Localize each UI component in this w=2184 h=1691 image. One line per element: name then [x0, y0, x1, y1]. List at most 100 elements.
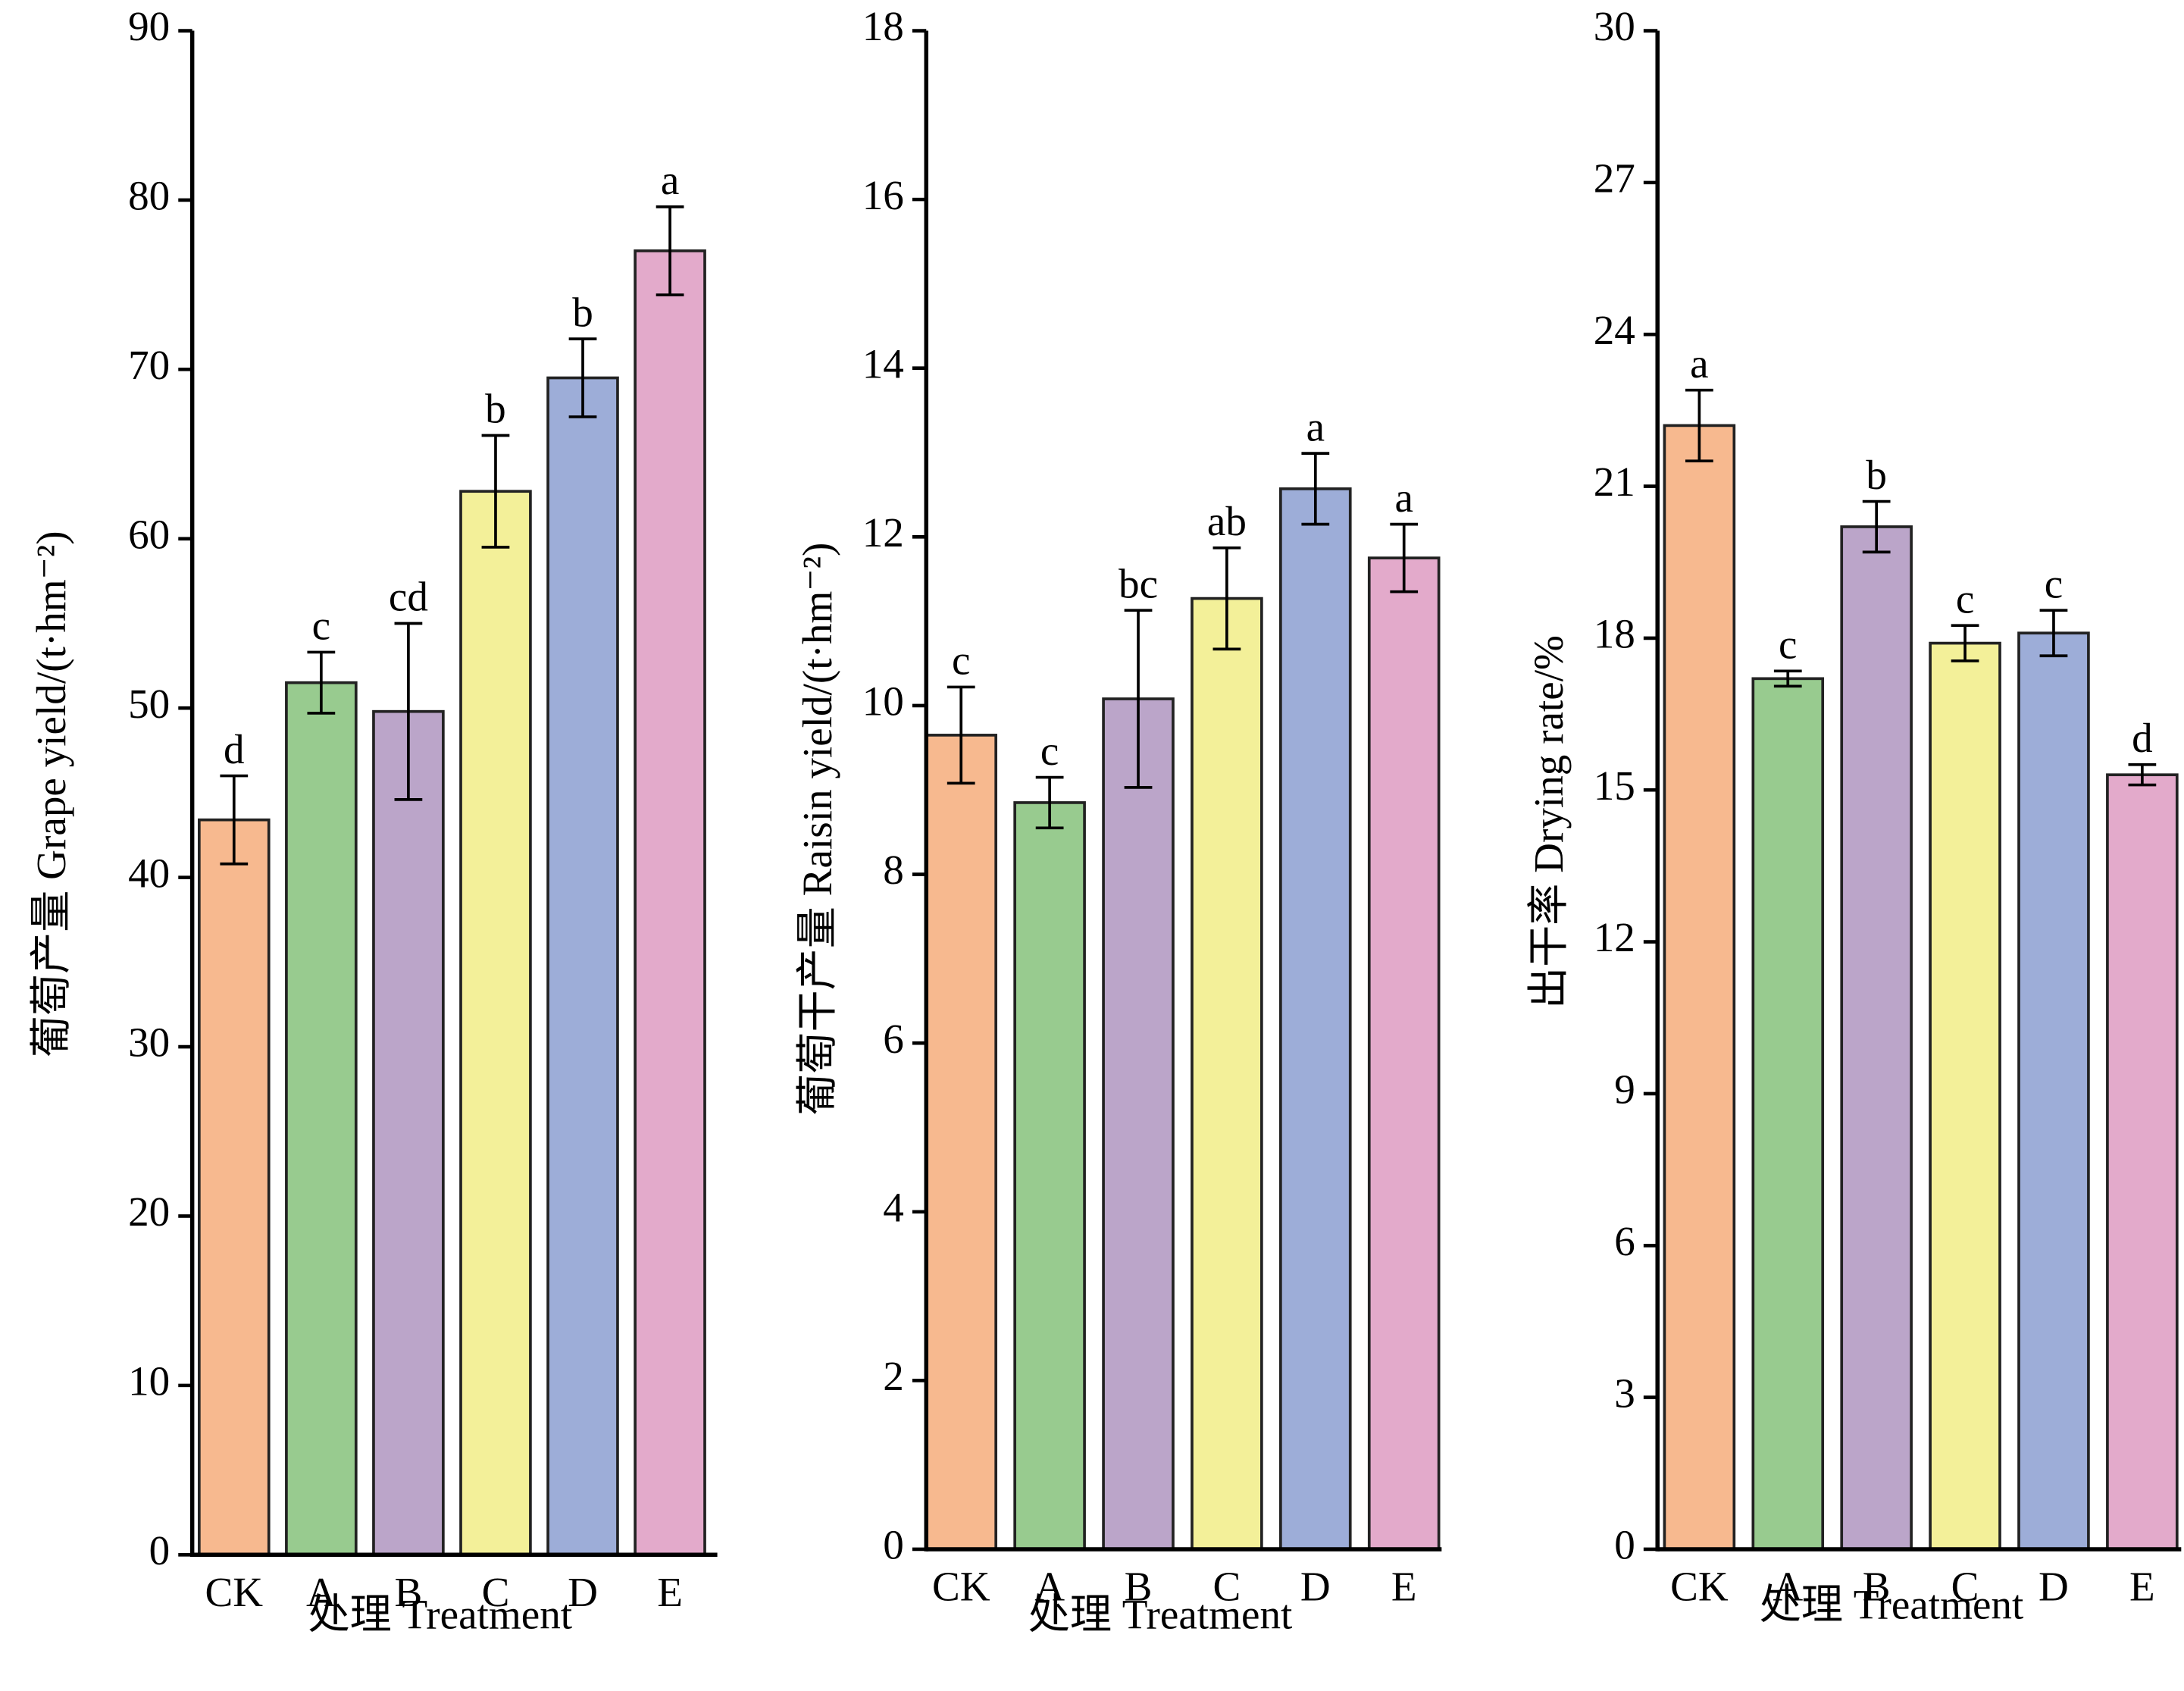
- y-tick-label: 60: [128, 511, 170, 557]
- y-tick-label: 40: [128, 850, 170, 896]
- error-bar: [1773, 669, 1802, 688]
- y-tick-label: 80: [128, 173, 170, 219]
- bar: [546, 376, 619, 1557]
- x-tick-label: B: [1125, 1564, 1153, 1610]
- x-axis-label: 处理 Treatment: [1760, 1582, 2024, 1628]
- y-tick-label: 8: [883, 847, 904, 893]
- y-tick-label: 14: [862, 340, 904, 387]
- bar: [1191, 597, 1263, 1551]
- y-tick-label: 4: [883, 1184, 904, 1230]
- y-tick-label: 12: [862, 509, 904, 556]
- y-axis-label: 葡萄干产量 Raisin yield/(t·hm⁻²): [794, 543, 840, 1116]
- error-bar: [2128, 763, 2157, 787]
- y-tick-label: 70: [128, 342, 170, 388]
- bar: [1013, 801, 1086, 1551]
- x-tick-label: D: [568, 1569, 598, 1615]
- y-tick-label: 10: [862, 678, 904, 725]
- significance-label: b: [572, 289, 593, 335]
- significance-label: b: [1866, 452, 1887, 498]
- significance-label: c: [312, 603, 330, 649]
- bar: [634, 249, 706, 1557]
- y-tick-label: 6: [1614, 1218, 1635, 1264]
- bar: [459, 490, 532, 1557]
- y-tick-label: 10: [128, 1358, 170, 1404]
- y-tick-label: 30: [128, 1019, 170, 1066]
- significance-label: c: [952, 637, 970, 684]
- significance-label: a: [1306, 403, 1325, 449]
- x-tick-label: B: [1863, 1564, 1891, 1610]
- significance-label: c: [1956, 575, 1974, 622]
- error-bar: [1951, 624, 1979, 662]
- error-bar: [394, 622, 423, 801]
- x-tick-label: A: [1034, 1564, 1065, 1610]
- significance-label: ab: [1207, 498, 1247, 544]
- y-tick-label: 2: [883, 1353, 904, 1399]
- error-bar: [1390, 522, 1419, 593]
- x-tick-label: D: [2039, 1564, 2069, 1610]
- y-axis-label: 葡萄产量 Grape yield/(t·hm⁻²): [28, 531, 74, 1057]
- error-bar: [1685, 388, 1713, 462]
- error-bar: [2039, 609, 2068, 658]
- y-tick-label: 21: [1594, 459, 1635, 505]
- x-tick-label: B: [395, 1569, 423, 1615]
- y-tick-label: 3: [1614, 1370, 1635, 1416]
- y-tick-label: 20: [128, 1188, 170, 1235]
- x-axis-label: 处理 Treatment: [1028, 1592, 1293, 1638]
- significance-label: cd: [389, 574, 428, 620]
- y-tick-label: 18: [862, 3, 904, 49]
- significance-label: c: [1040, 728, 1059, 774]
- significance-label: a: [1394, 474, 1413, 521]
- x-tick-label: CK: [932, 1564, 990, 1610]
- x-axis-label: 处理 Treatment: [308, 1592, 573, 1638]
- y-tick-label: 50: [128, 681, 170, 727]
- x-tick-label: C: [1213, 1564, 1241, 1610]
- bar: [197, 818, 271, 1557]
- x-tick-label: D: [1300, 1564, 1331, 1610]
- significance-label: a: [1690, 340, 1708, 387]
- y-tick-label: 6: [883, 1016, 904, 1062]
- error-bar: [1301, 452, 1330, 526]
- bar: [1929, 641, 2001, 1551]
- significance-label: c: [1779, 622, 1797, 668]
- y-tick-label: 12: [1594, 914, 1635, 960]
- bar: [285, 681, 358, 1557]
- error-bar: [1124, 609, 1153, 789]
- y-tick-label: 24: [1594, 307, 1635, 353]
- significance-label: d: [2132, 715, 2153, 761]
- x-tick-label: E: [2129, 1564, 2155, 1610]
- bar: [1840, 525, 1913, 1551]
- error-bar: [568, 337, 597, 418]
- x-tick-label: E: [657, 1569, 683, 1615]
- error-bar: [1862, 499, 1891, 554]
- y-tick-label: 18: [1594, 611, 1635, 657]
- error-bar: [1035, 775, 1064, 830]
- bar: [925, 734, 998, 1551]
- y-tick-label: 0: [1614, 1522, 1635, 1568]
- significance-label: bc: [1119, 560, 1158, 606]
- y-tick-label: 9: [1614, 1066, 1635, 1113]
- x-tick-label: C: [1951, 1564, 1979, 1610]
- significance-label: d: [224, 726, 245, 772]
- x-tick-label: E: [1391, 1564, 1417, 1610]
- y-tick-label: 16: [862, 172, 904, 218]
- bar: [1102, 697, 1175, 1551]
- x-tick-label: CK: [1670, 1564, 1729, 1610]
- error-bar: [947, 685, 975, 785]
- y-tick-label: 0: [149, 1527, 171, 1574]
- significance-label: b: [485, 386, 506, 432]
- y-tick-label: 15: [1594, 763, 1635, 809]
- error-bar: [1212, 546, 1241, 651]
- bar: [2106, 773, 2179, 1551]
- x-tick-label: A: [1773, 1564, 1803, 1610]
- x-tick-label: CK: [205, 1569, 263, 1615]
- bar: [1279, 487, 1352, 1551]
- error-bar: [481, 434, 510, 549]
- y-tick-label: 30: [1594, 3, 1635, 49]
- bar: [1751, 677, 1825, 1551]
- y-tick-label: 90: [128, 3, 170, 49]
- bar: [2017, 631, 2090, 1551]
- error-bar: [656, 205, 684, 296]
- x-tick-label: A: [306, 1569, 336, 1615]
